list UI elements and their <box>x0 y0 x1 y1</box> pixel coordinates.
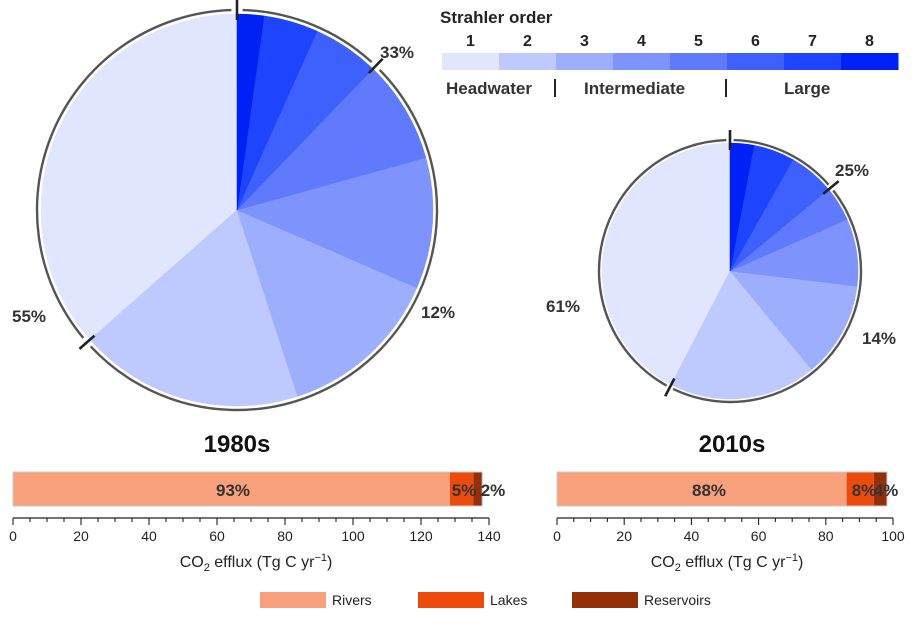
strahler-cell-2 <box>499 53 557 70</box>
x-tick-label: 140 <box>477 528 501 544</box>
group-boundary-tick <box>367 57 384 75</box>
pie-slice-order-1 <box>601 142 731 386</box>
pie-group-label-headwater: 61% <box>546 297 580 316</box>
bar-outline <box>12 471 483 507</box>
strahler-order-2: 2 <box>523 33 532 50</box>
x-tick-label: 20 <box>73 528 89 544</box>
bar-segment-rivers <box>13 472 450 506</box>
x-tick-label: 100 <box>341 528 365 544</box>
bar-label-lakes: 5% <box>452 481 477 500</box>
pie-group-label-large: 12% <box>421 303 455 322</box>
strahler-cell-5 <box>670 53 728 70</box>
bar-segment-lakes <box>449 472 474 506</box>
legend-label-lakes: Lakes <box>490 592 527 608</box>
strahler-cell-4 <box>613 53 671 70</box>
title-1980s: 1980s <box>204 431 271 458</box>
group-ring-headwater <box>597 138 727 387</box>
pie-slice-order-2 <box>670 270 812 400</box>
x-tick-label: 40 <box>141 528 157 544</box>
strahler-cell-7 <box>784 53 842 70</box>
strahler-color-bar <box>442 53 899 70</box>
strahler-cell-3 <box>556 53 614 70</box>
legend-swatch-reservoirs <box>572 592 638 608</box>
group-boundary-tick <box>664 377 676 397</box>
strahler-legend-title: Strahler order <box>440 8 553 27</box>
pie-group-label-headwater: 55% <box>12 307 46 326</box>
group-label-large: Large <box>784 79 830 98</box>
group-ring-large <box>733 138 830 186</box>
x-tick-label: 120 <box>409 528 433 544</box>
pie-slice-order-5 <box>236 68 427 211</box>
strahler-order-7: 7 <box>808 33 817 50</box>
bar-legend: Rivers Lakes Reservoirs <box>260 592 711 608</box>
pie-2010s: 61% 25% 14% <box>546 130 896 404</box>
pie-slice-order-1 <box>40 13 238 340</box>
x-tick-label: 0 <box>553 528 561 544</box>
x-tick-label: 40 <box>684 528 700 544</box>
group-boundary-tick <box>822 180 840 195</box>
group-ring-headwater <box>35 8 232 339</box>
xlabel-1980s: CO2 efflux (Tg C yr−1) <box>180 552 333 574</box>
group-ring-large <box>242 8 373 64</box>
bar-outline <box>556 471 888 507</box>
bar-segment-rivers <box>557 472 847 506</box>
xlabel-2010s: CO2 efflux (Tg C yr−1) <box>651 552 804 574</box>
x-tick-label: 100 <box>881 528 905 544</box>
strahler-cell-1 <box>442 53 500 70</box>
pie-slice-order-2 <box>89 209 298 407</box>
bar-label-reservoirs: 4% <box>874 481 899 500</box>
strahler-legend: Strahler order 1 2 3 4 5 6 7 8 Headwater Interm… <box>440 8 899 98</box>
x-tick-label: 80 <box>277 528 293 544</box>
title-2010s: 2010s <box>699 431 766 458</box>
bar-label-rivers: 88% <box>692 481 726 500</box>
x-tick-label: 80 <box>818 528 834 544</box>
legend-swatch-rivers <box>260 592 326 608</box>
legend-swatch-lakes <box>418 592 484 608</box>
strahler-order-1: 1 <box>466 33 475 50</box>
pie-group-label-intermediate: 33% <box>380 43 414 62</box>
strahler-cell-6 <box>727 53 785 70</box>
legend-label-reservoirs: Reservoirs <box>644 592 711 608</box>
group-label-headwater: Headwater <box>446 79 532 98</box>
strahler-order-6: 6 <box>751 33 760 50</box>
bar-label-reservoirs: 2% <box>481 481 506 500</box>
x-tick-label: 20 <box>616 528 632 544</box>
pie-group-label-intermediate: 25% <box>835 161 869 180</box>
pie-slice-order-3 <box>236 209 418 397</box>
group-ring-intermediate <box>89 69 439 412</box>
pie-slice-order-3 <box>729 270 858 370</box>
x-tick-label: 0 <box>9 528 17 544</box>
pie-1980s: 55% 33% 12% <box>12 0 455 412</box>
strahler-order-8: 8 <box>865 33 874 50</box>
x-tick-label: 60 <box>209 528 225 544</box>
bar-label-rivers: 93% <box>216 481 250 500</box>
strahler-order-numbers: 1 2 3 4 5 6 7 8 <box>466 33 874 50</box>
pie-slice-order-4 <box>236 157 434 289</box>
group-ring-intermediate <box>672 189 863 404</box>
group-boundary-tick <box>78 334 96 350</box>
x-tick-label: 60 <box>751 528 767 544</box>
bar-label-lakes: 8% <box>852 481 877 500</box>
strahler-order-4: 4 <box>637 33 646 50</box>
strahler-order-5: 5 <box>694 33 703 50</box>
bar-segment-lakes <box>846 472 874 506</box>
bar-1980s: 93% 5% 2% 0 20 40 60 80 100 120 140 <box>9 471 506 544</box>
bar-2010s: 88% 8%4% 0 20 40 60 80 100 <box>553 471 905 544</box>
pie-group-label-large: 14% <box>862 329 896 348</box>
strahler-cell-8 <box>841 53 899 70</box>
bar-segment-reservoirs <box>473 472 483 506</box>
bar-segment-reservoirs <box>873 472 887 506</box>
strahler-order-3: 3 <box>580 33 589 50</box>
legend-label-rivers: Rivers <box>332 592 372 608</box>
group-label-intermediate: Intermediate <box>584 79 685 98</box>
